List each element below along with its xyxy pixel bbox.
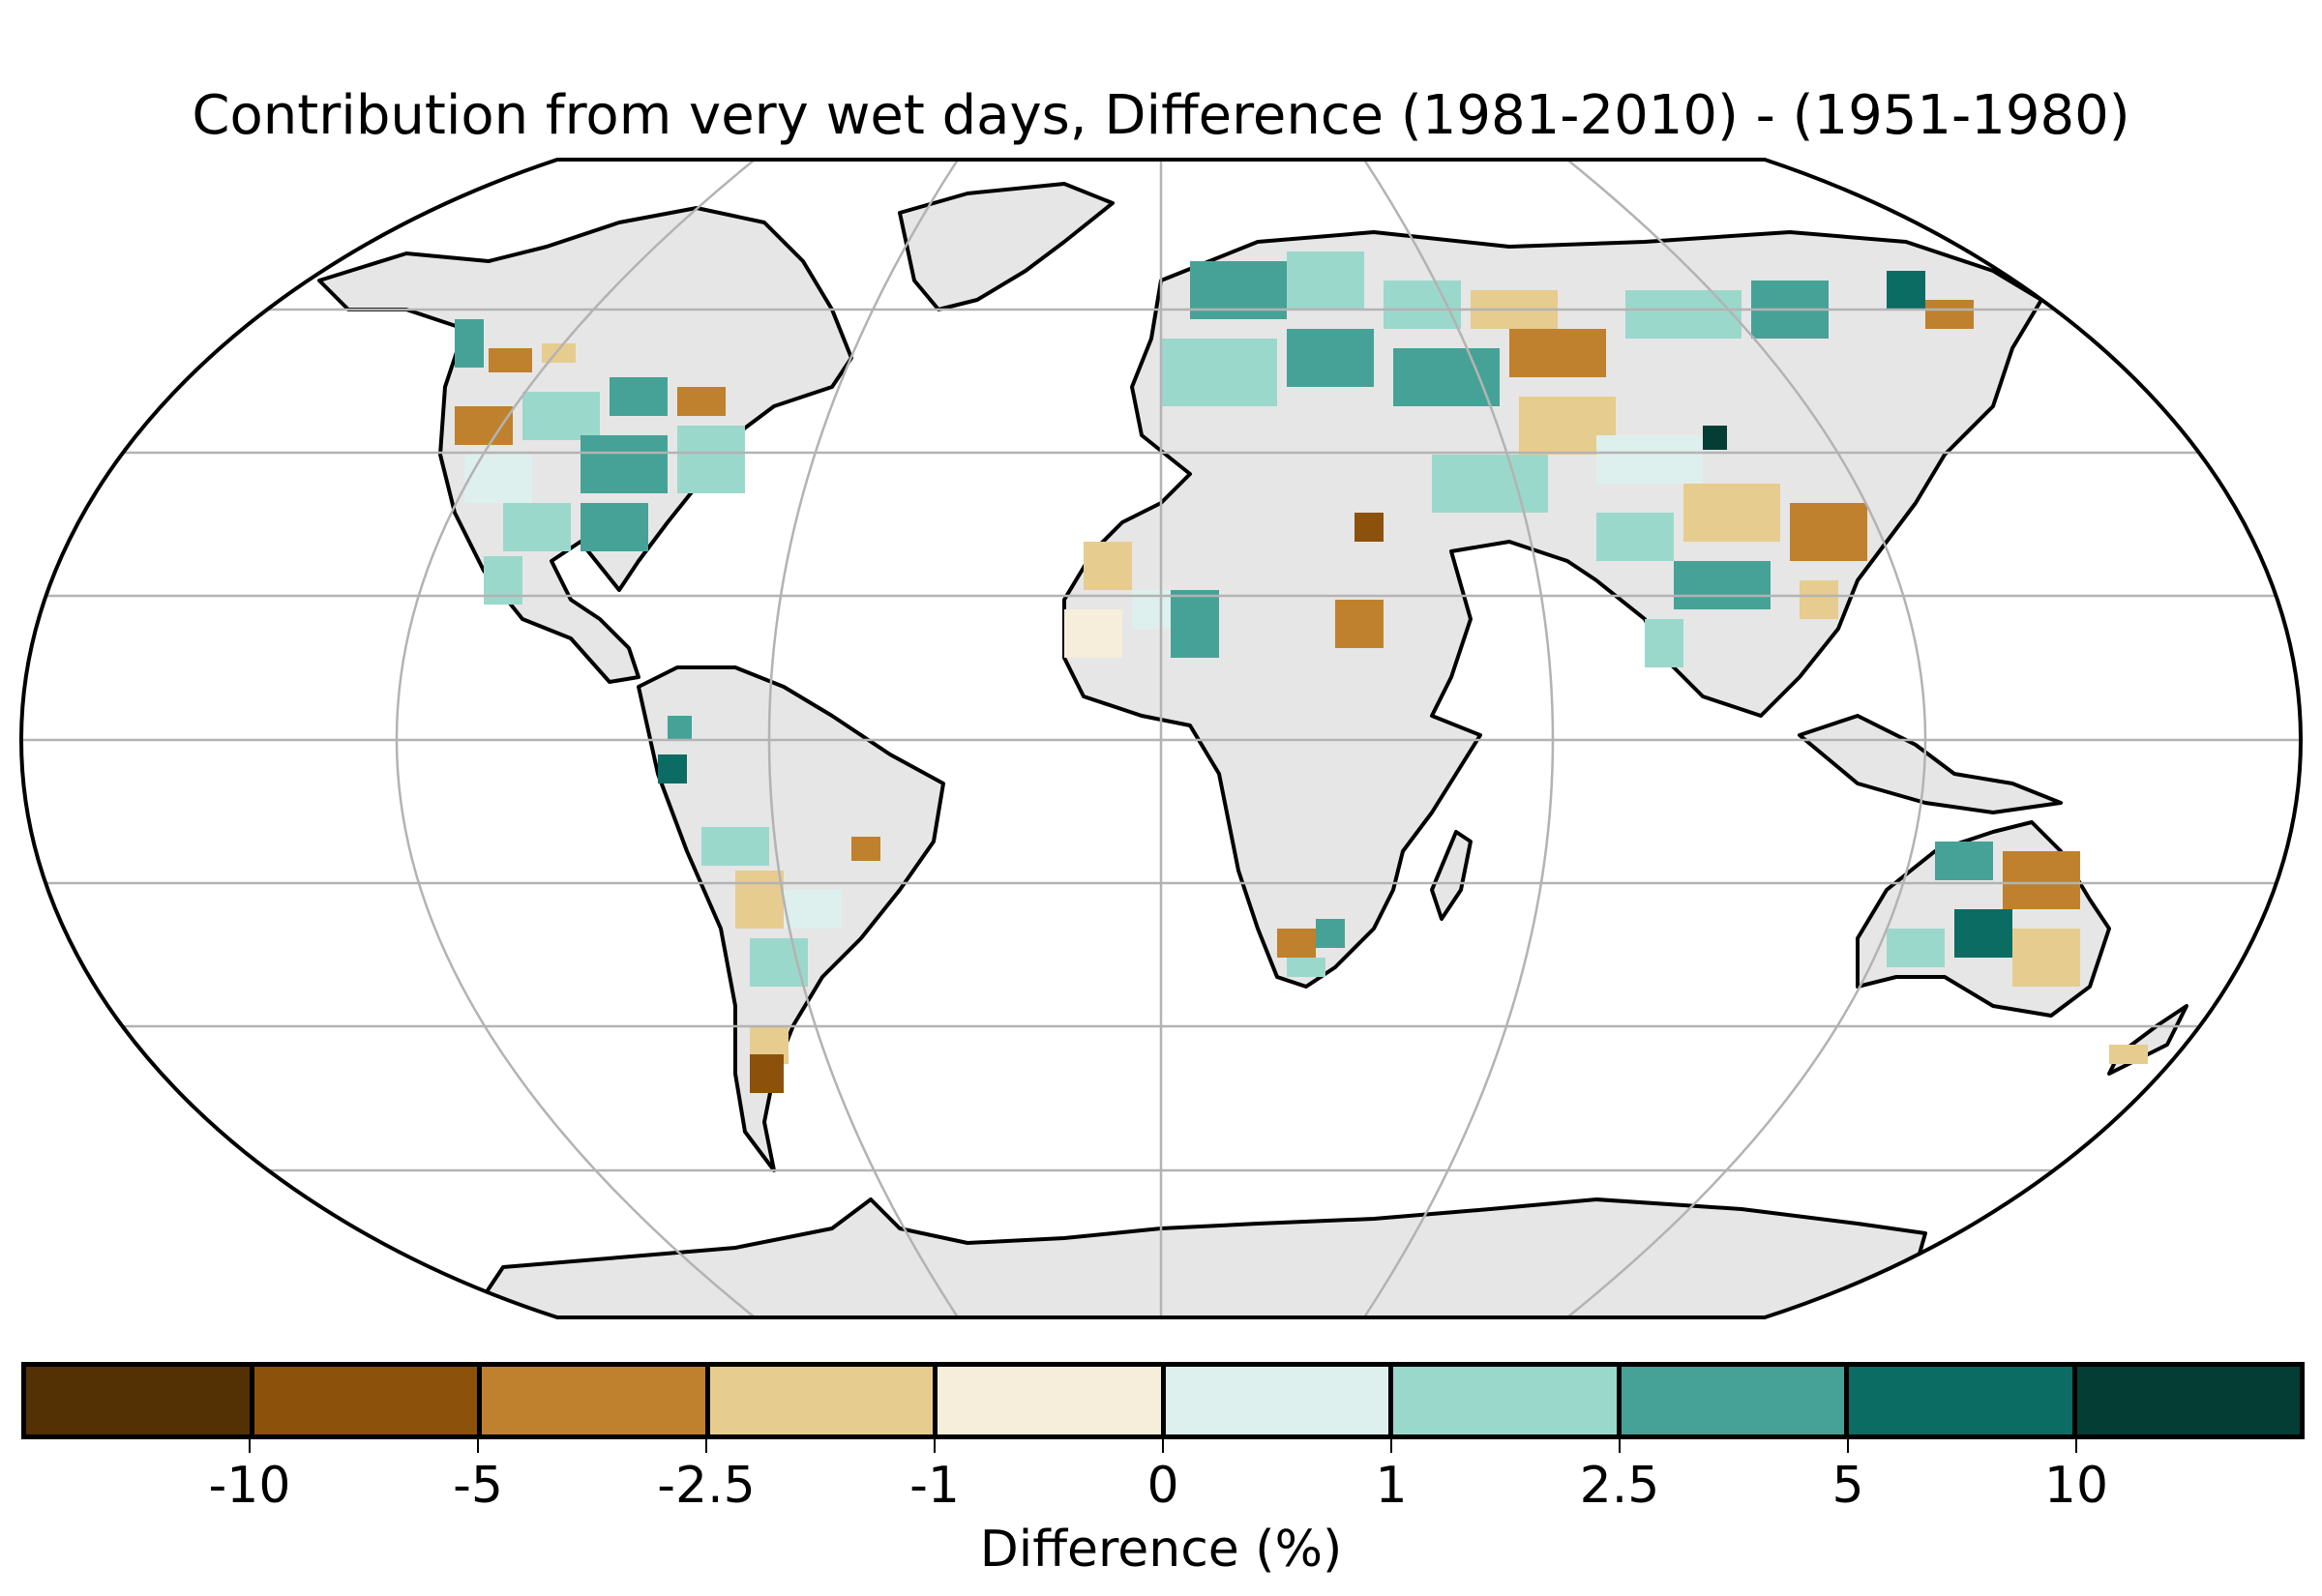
- graticule: [21, 160, 2301, 1317]
- anomaly-cell: [2109, 1045, 2148, 1064]
- graticule-meridian: [1362, 160, 1555, 1317]
- colorbar-swatch: [482, 1367, 705, 1434]
- anomaly-cell: [1935, 842, 1993, 880]
- anomaly-cell: [1509, 329, 1606, 377]
- anomaly-cell: [455, 319, 484, 368]
- anomaly-cell: [1384, 281, 1461, 329]
- colorbar-tick-mark: [1162, 1439, 1164, 1453]
- colorbar-tick-label: -10: [208, 1457, 291, 1515]
- world-map: [18, 158, 2304, 1319]
- anomaly-cell: [489, 348, 532, 372]
- anomaly-cell: [750, 938, 808, 987]
- graticule-meridian: [395, 160, 756, 1317]
- colorbar-title: Difference (%): [979, 1521, 1343, 1579]
- map-title: Contribution from very wet days, Differe…: [192, 84, 2130, 147]
- anomaly-cell: [1645, 619, 1683, 667]
- anomaly-cell: [1287, 251, 1364, 310]
- anomaly-cell: [1393, 348, 1500, 406]
- anomaly-cell: [580, 503, 648, 551]
- anomaly-cell: [1790, 503, 1867, 561]
- colorbar-tick-mark: [705, 1439, 707, 1453]
- anomaly-cell: [677, 426, 745, 493]
- colorbar-tick-label: 1: [1375, 1457, 1408, 1515]
- anomaly-cell: [701, 827, 769, 866]
- anomaly-cell: [784, 890, 842, 929]
- anomaly-cell: [484, 556, 522, 605]
- anomaly-cell: [1432, 455, 1548, 513]
- colorbar-tick-mark: [1847, 1439, 1849, 1453]
- anomaly-cell: [1287, 329, 1374, 387]
- colorbar-tick-label: 5: [1831, 1457, 1864, 1515]
- colorbar-tick-mark: [1619, 1439, 1621, 1453]
- colorbar-swatch: [26, 1367, 250, 1434]
- anomaly-cell: [1335, 600, 1384, 648]
- anomaly-cell: [735, 871, 784, 929]
- colorbar-tick-mark: [2075, 1439, 2077, 1453]
- graticule-meridian: [767, 160, 960, 1317]
- anomaly-cell: [1674, 561, 1771, 609]
- land-greenland: [898, 182, 1115, 311]
- colorbar-swatch: [1165, 1367, 1388, 1434]
- anomaly-cell: [1354, 513, 1384, 542]
- colorbar-tick-label: 0: [1146, 1457, 1179, 1515]
- anomaly-cell: [464, 455, 532, 503]
- anomaly-cell: [2003, 851, 2080, 909]
- colorbar-tick-mark: [477, 1439, 479, 1453]
- anomaly-cell: [522, 392, 600, 440]
- colorbar-swatch: [253, 1367, 477, 1434]
- colorbar-tick-mark: [1390, 1439, 1392, 1453]
- anomaly-cell: [750, 1054, 784, 1093]
- anomaly-cell: [658, 754, 687, 783]
- anomaly-cell: [1800, 580, 1838, 619]
- anomaly-cell: [851, 837, 880, 861]
- colorbar-tick-label: -5: [453, 1457, 503, 1515]
- anomaly-cell: [542, 343, 576, 363]
- anomaly-cell: [1171, 590, 1219, 658]
- colorbar-tick-mark: [249, 1439, 251, 1453]
- anomaly-cell: [1954, 909, 2012, 958]
- anomaly-cell: [580, 435, 668, 493]
- colorbar-swatch: [1621, 1367, 1844, 1434]
- anomaly-cell: [503, 503, 571, 551]
- graticule-meridian: [1566, 160, 1927, 1317]
- colorbar-tick-label: -1: [909, 1457, 960, 1515]
- anomaly-cell: [1625, 290, 1742, 339]
- anomaly-cell: [1596, 435, 1703, 484]
- anomaly-cell: [1925, 300, 1974, 329]
- colorbar-tick-label: -2.5: [657, 1457, 756, 1515]
- anomaly-cell: [1277, 929, 1316, 958]
- anomaly-cell: [677, 387, 726, 416]
- anomaly-cell: [1064, 609, 1122, 658]
- colorbar: [21, 1362, 2305, 1439]
- anomaly-cell: [455, 406, 513, 445]
- colorbar-swatch: [1393, 1367, 1617, 1434]
- anomaly-cell: [1316, 919, 1345, 948]
- land-madagascar: [1430, 830, 1473, 921]
- anomaly-cell: [1683, 484, 1780, 542]
- colorbar-swatch: [1849, 1367, 2072, 1434]
- colorbar-tick-mark: [934, 1439, 936, 1453]
- map-boundary: [18, 158, 2304, 1319]
- anomaly-cell: [1596, 513, 1674, 561]
- colorbar-swatch: [2076, 1367, 2300, 1434]
- anomaly-cell: [1703, 426, 1727, 450]
- colorbar-swatch: [938, 1367, 1161, 1434]
- anomaly-cell: [668, 716, 692, 740]
- anomaly-cell: [1887, 271, 1925, 310]
- anomaly-cell: [1161, 339, 1277, 406]
- colorbar-tick-label: 2.5: [1579, 1457, 1660, 1515]
- anomaly-cell: [1887, 929, 1945, 967]
- colorbar-swatch: [709, 1367, 933, 1434]
- colorbar-ticks: -10 -5 -2.5 -1 0 1 2.5 5 10: [0, 1439, 2322, 1513]
- anomaly-cell: [610, 377, 668, 416]
- anomaly-cell: [1084, 542, 1132, 590]
- colorbar-tick-label: 10: [2043, 1457, 2109, 1515]
- anomaly-cell: [1287, 958, 1325, 977]
- anomaly-cell: [2012, 929, 2080, 987]
